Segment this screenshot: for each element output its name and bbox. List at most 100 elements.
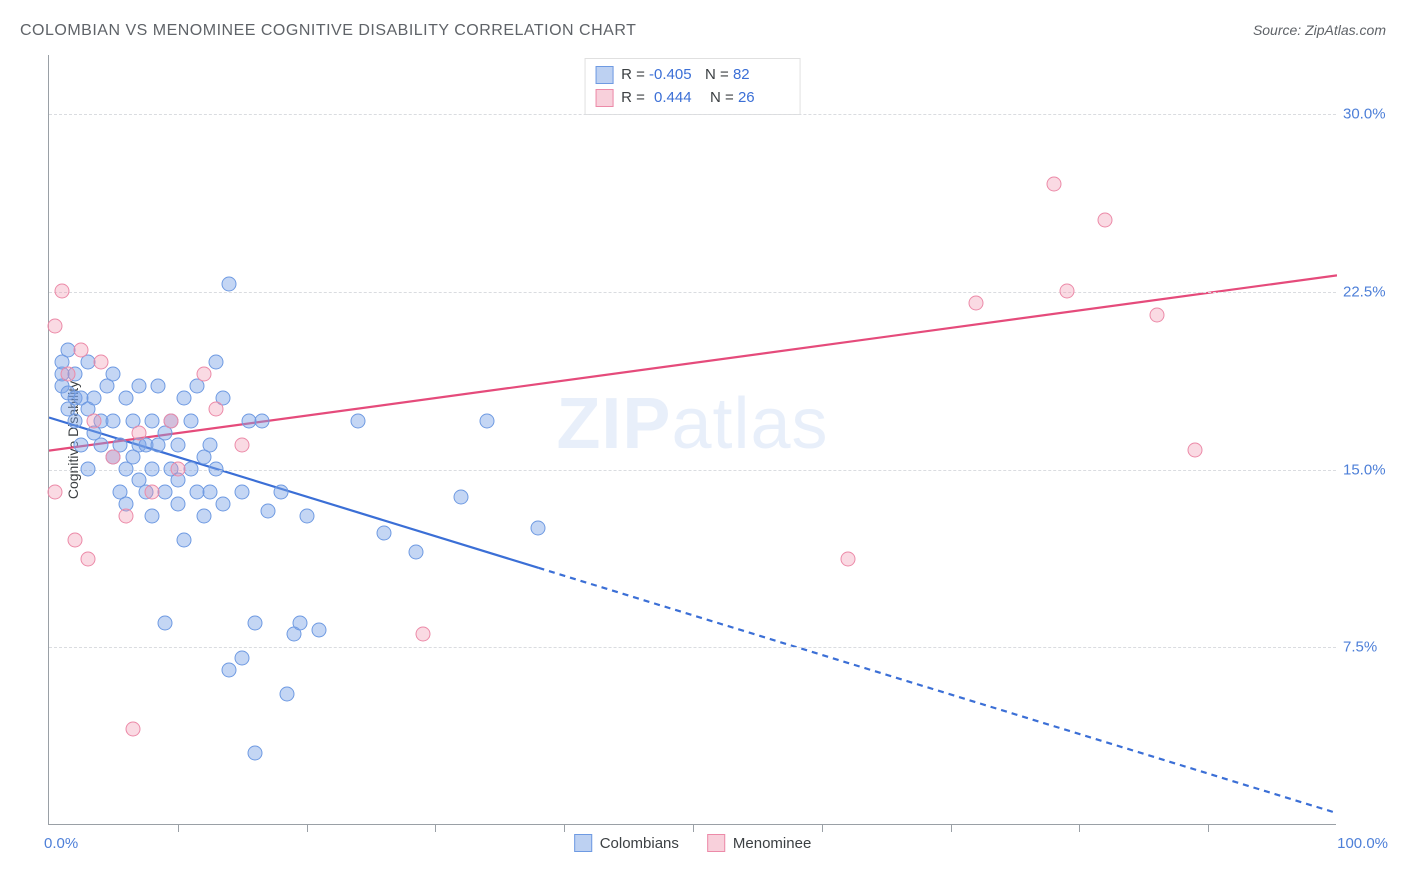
data-point (67, 532, 82, 547)
y-tick-label: 7.5% (1343, 639, 1391, 656)
x-tick (822, 824, 823, 832)
data-point (170, 497, 185, 512)
data-point (80, 551, 95, 566)
swatch-pink (707, 834, 725, 852)
data-point (280, 686, 295, 701)
data-point (48, 319, 63, 334)
data-point (87, 414, 102, 429)
data-point (157, 485, 172, 500)
data-point (93, 437, 108, 452)
data-point (209, 461, 224, 476)
data-point (293, 615, 308, 630)
data-point (409, 544, 424, 559)
data-point (209, 402, 224, 417)
data-point (1149, 307, 1164, 322)
x-tick (435, 824, 436, 832)
data-point (203, 437, 218, 452)
data-point (376, 525, 391, 540)
x-tick (1208, 824, 1209, 832)
x-axis-max-label: 100.0% (1337, 835, 1388, 852)
data-point (177, 532, 192, 547)
data-point (48, 485, 63, 500)
data-point (106, 414, 121, 429)
chart-title: COLOMBIAN VS MENOMINEE COGNITIVE DISABIL… (20, 22, 636, 40)
data-point (260, 504, 275, 519)
data-point (312, 622, 327, 637)
x-tick (564, 824, 565, 832)
data-point (145, 509, 160, 524)
data-point (61, 366, 76, 381)
x-tick (1079, 824, 1080, 832)
data-point (454, 490, 469, 505)
swatch-blue (574, 834, 592, 852)
data-point (119, 509, 134, 524)
data-point (273, 485, 288, 500)
y-tick-label: 30.0% (1343, 106, 1391, 123)
data-point (87, 390, 102, 405)
data-point (203, 485, 218, 500)
data-point (1059, 283, 1074, 298)
plot-area: Cognitive Disability ZIPatlas R = -0.405… (48, 55, 1336, 825)
data-point (80, 461, 95, 476)
data-point (132, 378, 147, 393)
data-point (119, 390, 134, 405)
data-point (209, 355, 224, 370)
data-point (222, 663, 237, 678)
y-tick-label: 15.0% (1343, 461, 1391, 478)
data-point (54, 283, 69, 298)
data-point (132, 426, 147, 441)
data-point (840, 551, 855, 566)
data-point (248, 615, 263, 630)
gridline (49, 470, 1336, 471)
data-point (151, 378, 166, 393)
x-axis-min-label: 0.0% (44, 835, 78, 852)
data-point (248, 745, 263, 760)
data-point (145, 414, 160, 429)
gridline (49, 292, 1336, 293)
x-tick (307, 824, 308, 832)
data-point (125, 722, 140, 737)
data-point (106, 366, 121, 381)
legend-item-colombians: Colombians (574, 834, 679, 852)
data-point (215, 497, 230, 512)
data-point (67, 414, 82, 429)
data-point (183, 414, 198, 429)
data-point (157, 615, 172, 630)
data-point (235, 651, 250, 666)
data-point (1098, 212, 1113, 227)
gridline (49, 647, 1336, 648)
data-point (196, 366, 211, 381)
data-point (145, 485, 160, 500)
data-point (531, 520, 546, 535)
data-point (177, 390, 192, 405)
x-tick (693, 824, 694, 832)
data-point (415, 627, 430, 642)
data-point (183, 461, 198, 476)
x-tick (951, 824, 952, 832)
source-label: Source: ZipAtlas.com (1253, 22, 1386, 38)
data-point (74, 437, 89, 452)
data-point (170, 461, 185, 476)
x-tick (178, 824, 179, 832)
data-point (254, 414, 269, 429)
data-point (1046, 177, 1061, 192)
series-legend: Colombians Menominee (574, 834, 812, 852)
data-point (1188, 442, 1203, 457)
data-point (969, 295, 984, 310)
data-point (93, 355, 108, 370)
data-point (351, 414, 366, 429)
data-point (479, 414, 494, 429)
y-tick-label: 22.5% (1343, 283, 1391, 300)
data-point (170, 437, 185, 452)
data-point (299, 509, 314, 524)
data-point (74, 343, 89, 358)
data-point (235, 437, 250, 452)
data-point (145, 461, 160, 476)
data-point (196, 509, 211, 524)
gridline (49, 114, 1336, 115)
legend-item-menominee: Menominee (707, 834, 811, 852)
data-point (235, 485, 250, 500)
data-point (106, 449, 121, 464)
data-point (222, 276, 237, 291)
data-point (164, 414, 179, 429)
